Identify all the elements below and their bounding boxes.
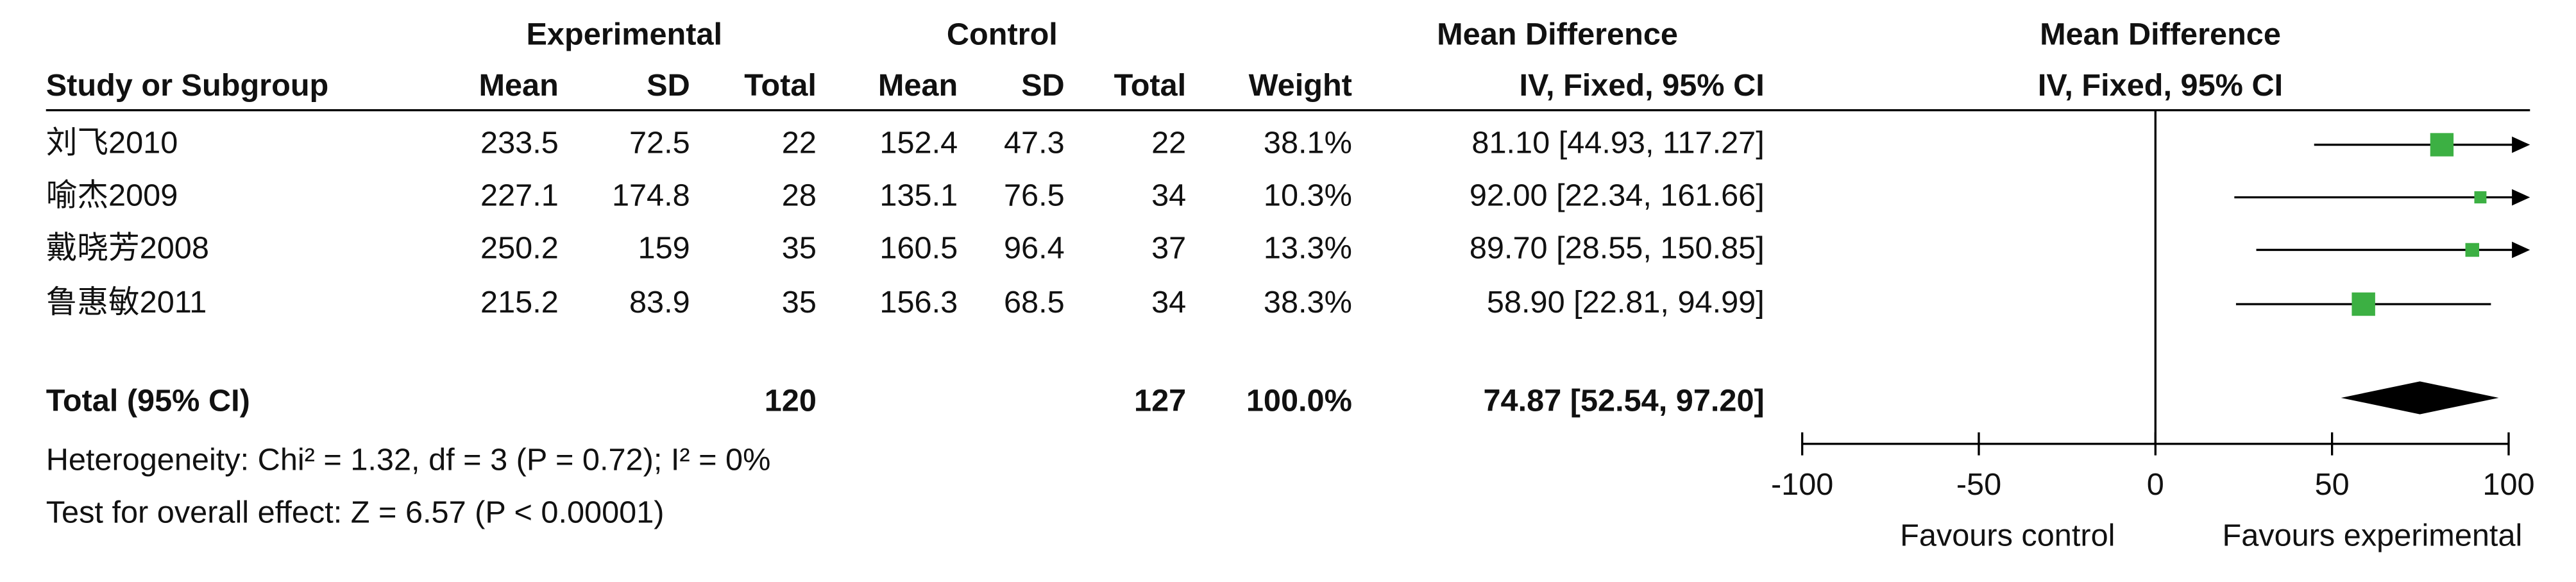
column-header: IV, Fixed, 95% CI	[1520, 68, 1765, 103]
cell: 13.3%	[1264, 230, 1352, 265]
group-header: Experimental	[526, 17, 722, 51]
cell: 76.5	[1004, 178, 1065, 212]
column-header: Total	[744, 68, 817, 103]
column-header: Study or Subgroup	[46, 68, 329, 103]
group-header: Control	[947, 17, 1058, 51]
column-header: SD	[647, 68, 690, 103]
column-header: Mean	[479, 68, 558, 103]
cell: 34	[1151, 285, 1186, 320]
cell: 92.00 [22.34, 161.66]	[1470, 178, 1765, 212]
favours-label: Favours control	[1900, 518, 2115, 553]
cell: 81.10 [44.93, 117.27]	[1471, 125, 1764, 160]
ci-arrow	[2512, 136, 2530, 153]
cell: 159	[638, 230, 690, 265]
column-header: IV, Fixed, 95% CI	[2038, 68, 2283, 103]
cell: 120	[765, 384, 817, 418]
column-header: Weight	[1249, 68, 1352, 103]
cell: 58.90 [22.81, 94.99]	[1487, 285, 1765, 320]
favours-label: Favours experimental	[2222, 518, 2522, 553]
cell: 100.0%	[1246, 384, 1352, 418]
cell: 10.3%	[1264, 178, 1352, 212]
column-header: SD	[1021, 68, 1065, 103]
effect-square	[2465, 243, 2480, 257]
summary-diamond	[2341, 381, 2499, 415]
effect-square	[2474, 191, 2487, 203]
x-tick-label: 50	[2315, 467, 2350, 502]
column-header: Mean	[878, 68, 958, 103]
group-header: Mean Difference	[1437, 17, 1678, 51]
cell: 鲁惠敏2011	[46, 285, 207, 320]
cell: 22	[1151, 125, 1186, 160]
x-tick-label: -100	[1771, 467, 1833, 502]
cell: 喻杰2009	[46, 178, 178, 212]
x-tick-label: 100	[2482, 467, 2534, 502]
cell: 38.3%	[1264, 285, 1352, 320]
cell: 156.3	[879, 285, 958, 320]
column-header: Total	[1114, 68, 1187, 103]
effect-square	[2430, 133, 2454, 157]
cell: 135.1	[879, 178, 958, 212]
cell: 174.8	[612, 178, 690, 212]
ci-arrow	[2512, 189, 2530, 206]
cell: 227.1	[480, 178, 559, 212]
cell: 96.4	[1004, 230, 1065, 265]
ci-arrow	[2512, 241, 2530, 259]
cell: 28	[782, 178, 817, 212]
cell: 35	[782, 230, 817, 265]
cell: 22	[782, 125, 817, 160]
cell: 83.9	[629, 285, 690, 320]
cell: 250.2	[480, 230, 559, 265]
cell: 215.2	[480, 285, 559, 320]
cell: 160.5	[879, 230, 958, 265]
cell: 34	[1151, 178, 1186, 212]
cell: 刘飞2010	[46, 125, 178, 160]
x-tick-label: -50	[1956, 467, 2001, 502]
cell: 152.4	[879, 125, 958, 160]
cell: 127	[1134, 384, 1186, 418]
overall-effect: Test for overall effect: Z = 6.57 (P < 0…	[46, 495, 665, 530]
heterogeneity: Heterogeneity: Chi² = 1.32, df = 3 (P = …	[46, 443, 771, 477]
cell: 68.5	[1004, 285, 1065, 320]
cell: 35	[782, 285, 817, 320]
cell: 233.5	[480, 125, 559, 160]
x-tick-label: 0	[2147, 467, 2164, 502]
cell: 37	[1151, 230, 1186, 265]
cell: 38.1%	[1264, 125, 1352, 160]
cell: 戴晓芳2008	[46, 230, 209, 265]
cell: 72.5	[629, 125, 690, 160]
cell: 89.70 [28.55, 150.85]	[1470, 230, 1765, 265]
cell: Total (95% CI)	[46, 384, 250, 418]
group-header: Mean Difference	[2040, 17, 2281, 51]
cell: 47.3	[1004, 125, 1065, 160]
effect-square	[2351, 292, 2375, 316]
cell: 74.87 [52.54, 97.20]	[1484, 384, 1765, 418]
